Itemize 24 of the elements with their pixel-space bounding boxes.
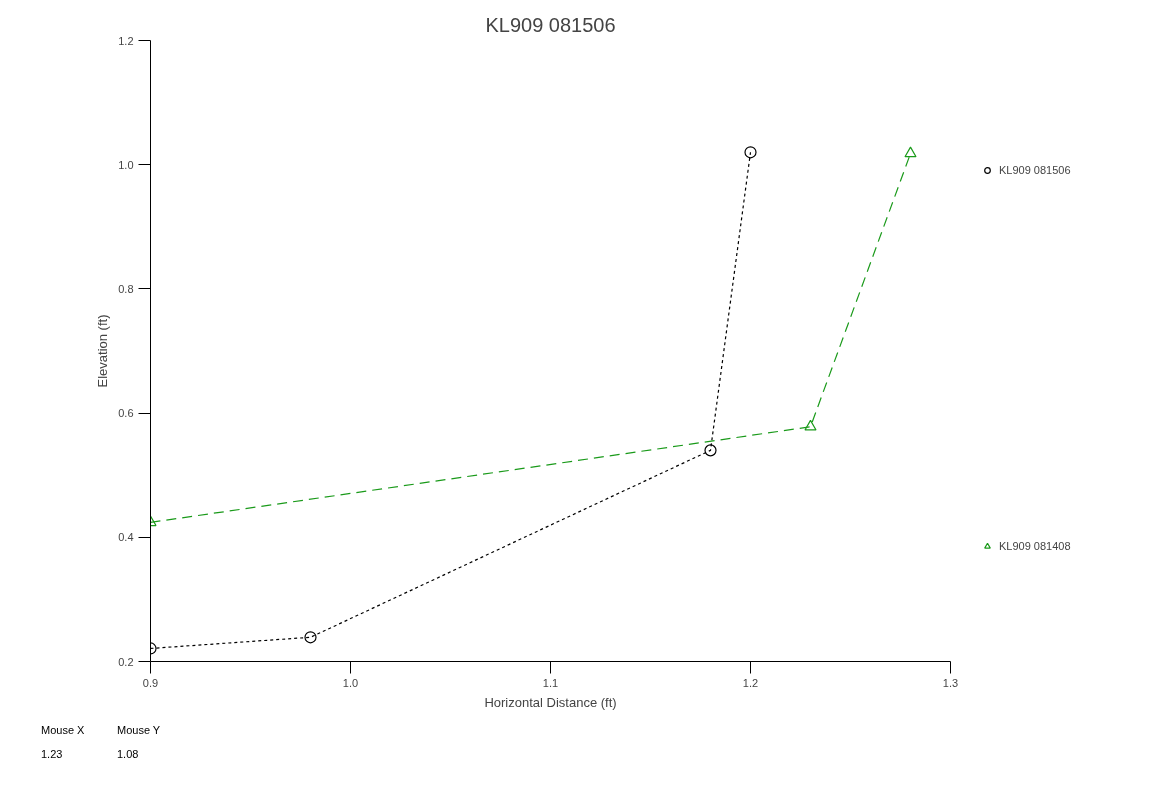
- text: 1.08: [117, 748, 139, 761]
- y-tick-label: 0.8: [118, 282, 134, 295]
- y-tick-label: 1.0: [118, 158, 134, 171]
- x-tick-label: 1.3: [942, 676, 959, 689]
- y-axis-title: Elevation (ft): [95, 314, 111, 388]
- chart-title: KL909 081506: [485, 13, 616, 36]
- text: Mouse Y: [117, 724, 161, 737]
- x-tick-label: 1.2: [742, 676, 759, 689]
- legend-label: KL909 081408: [999, 540, 1071, 552]
- y-tick-label: 1.2: [118, 34, 134, 47]
- x-tick-label: 1.0: [342, 676, 359, 689]
- point: [744, 146, 757, 159]
- point: [904, 146, 917, 158]
- y-tick-label: 0.4: [118, 531, 134, 544]
- x-tick-label: 0.9: [142, 676, 159, 689]
- point: [804, 419, 817, 431]
- text: 1.23: [41, 748, 63, 761]
- x-tick-label: 1.1: [542, 676, 559, 689]
- y-tick-label: 0.6: [118, 407, 134, 420]
- text: Mouse X: [41, 724, 85, 737]
- point: [704, 444, 717, 457]
- x-axis-title: Horizontal Distance (ft): [484, 694, 617, 710]
- y-tick-label: 0.2: [118, 655, 134, 668]
- legend-label: KL909 081506: [999, 164, 1071, 176]
